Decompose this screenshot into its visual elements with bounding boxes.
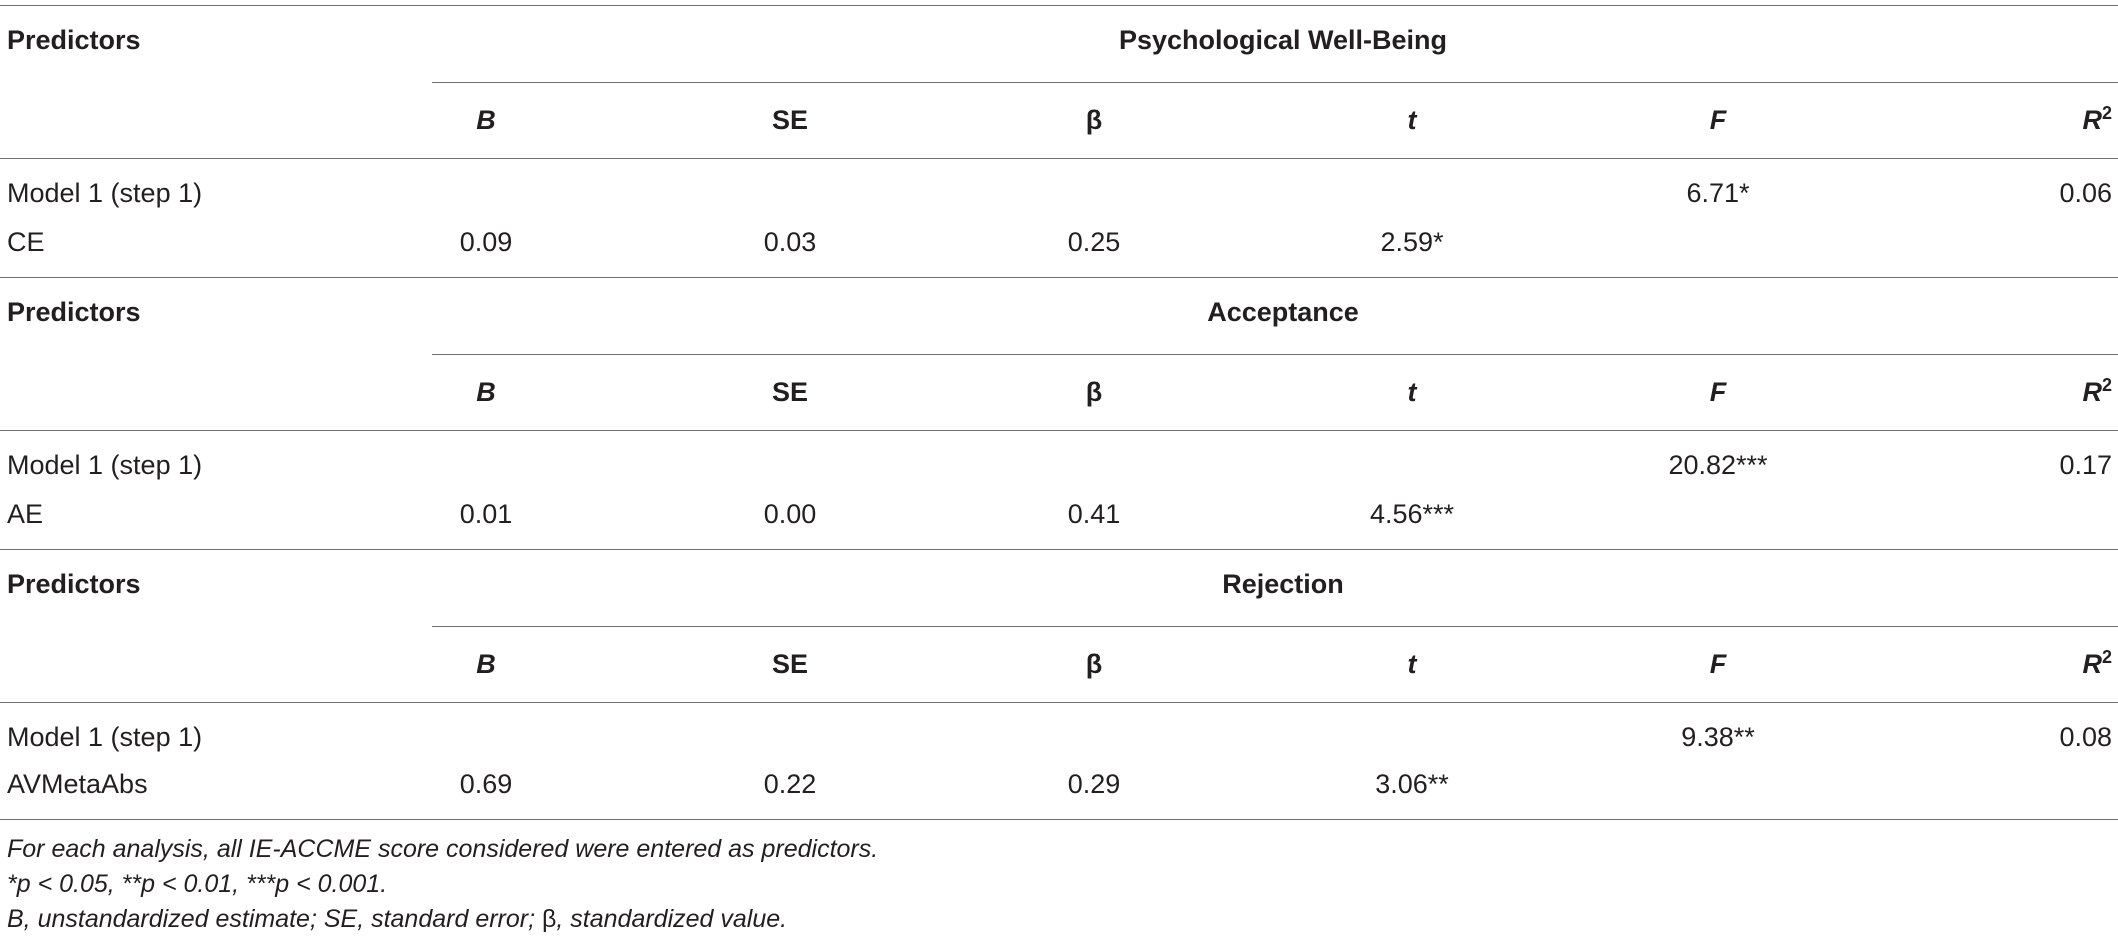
model-row-f: 9.38** <box>1681 722 1755 752</box>
model-row-r2: 0.06 <box>2059 178 2112 208</box>
predictors-header: Predictors <box>7 569 141 599</box>
predictor-row-beta: 0.41 <box>1067 499 1121 529</box>
model-row-label: Model 1 (step 1) <box>7 178 203 208</box>
section2-header-rule <box>0 430 2118 431</box>
col-header-t: t <box>1407 105 1417 135</box>
col-header-b: B <box>476 377 496 407</box>
predictor-row-b: 0.01 <box>459 499 513 529</box>
section-title: Acceptance <box>1207 297 1359 327</box>
section-title: Rejection <box>1222 569 1344 599</box>
predictor-row-b: 0.69 <box>459 769 513 799</box>
section3-header-rule <box>0 702 2118 703</box>
col-header-beta: β <box>1085 377 1103 407</box>
col-header-t: t <box>1407 649 1417 679</box>
col-header-r2: R2 <box>2082 647 2112 679</box>
col-header-t: t <box>1407 377 1417 407</box>
predictor-row-label: AVMetaAbs <box>7 769 148 799</box>
predictor-row-label: AE <box>7 499 44 529</box>
col-header-se: SE <box>771 105 809 135</box>
model-row-r2: 0.17 <box>2059 450 2112 480</box>
col-header-f: F <box>1709 105 1727 135</box>
section3-title-rule <box>432 626 2118 627</box>
col-header-f: F <box>1709 649 1727 679</box>
predictor-row-se: 0.00 <box>763 499 817 529</box>
predictor-row-t: 3.06** <box>1375 769 1449 799</box>
section1-header-rule <box>0 158 2118 159</box>
predictor-row-se: 0.22 <box>763 769 817 799</box>
predictor-row-beta: 0.25 <box>1067 227 1121 257</box>
predictor-row-se: 0.03 <box>763 227 817 257</box>
col-header-se: SE <box>771 377 809 407</box>
model-row-label: Model 1 (step 1) <box>7 722 203 752</box>
section2-bottom-rule <box>0 549 2118 550</box>
predictors-header: Predictors <box>7 297 141 327</box>
section1-bottom-rule <box>0 277 2118 278</box>
col-header-se: SE <box>771 649 809 679</box>
col-header-b: B <box>476 105 496 135</box>
predictors-header: Predictors <box>7 25 141 55</box>
predictor-row-t: 4.56*** <box>1369 499 1455 529</box>
col-header-beta: β <box>1085 649 1103 679</box>
predictor-row-t: 2.59* <box>1380 227 1444 257</box>
col-header-r2: R2 <box>2082 103 2112 135</box>
predictor-row-b: 0.09 <box>459 227 513 257</box>
col-header-beta: β <box>1085 105 1103 135</box>
footnote-predictors: For each analysis, all IE-ACCME score co… <box>7 835 879 863</box>
col-header-f: F <box>1709 377 1727 407</box>
col-header-r2: R2 <box>2082 375 2112 407</box>
table-bottom-rule <box>0 819 2118 820</box>
col-header-b: B <box>476 649 496 679</box>
model-row-f: 20.82*** <box>1668 450 1768 480</box>
section-title: Psychological Well-Being <box>1118 25 1448 55</box>
section2-title-rule <box>432 354 2118 355</box>
footnote-abbreviations: B, unstandardized estimate; SE, standard… <box>7 905 788 933</box>
model-row-r2: 0.08 <box>2059 722 2112 752</box>
section1-title-rule <box>432 82 2118 83</box>
footnote-significance: *p < 0.05, **p < 0.01, ***p < 0.001. <box>7 870 388 898</box>
table-top-rule <box>0 5 2118 6</box>
predictor-row-beta: 0.29 <box>1067 769 1121 799</box>
model-row-f: 6.71* <box>1686 178 1750 208</box>
model-row-label: Model 1 (step 1) <box>7 450 203 480</box>
predictor-row-label: CE <box>7 227 45 257</box>
